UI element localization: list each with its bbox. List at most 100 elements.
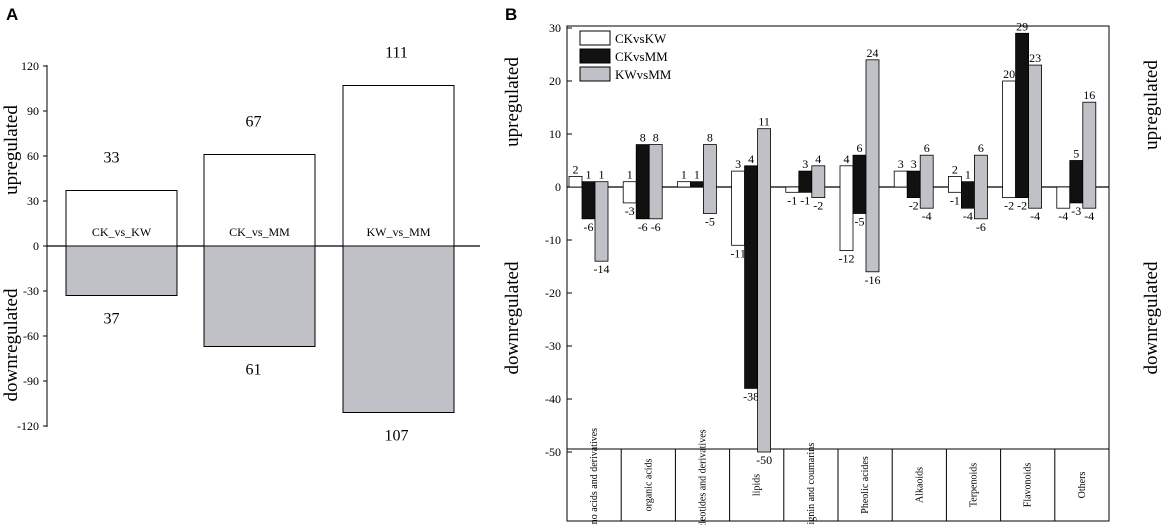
- chart-b-bar-ckvskw: [1056, 186, 1071, 209]
- chart-b-down-label: -2: [909, 199, 919, 213]
- chart-a-down-count: 61: [246, 362, 262, 379]
- chart-b-bar-ckvsmm: [798, 170, 813, 193]
- chart-b-up-label: 1: [586, 168, 592, 182]
- chart-b-down-label: -50: [756, 453, 772, 467]
- chart-b-up-label: 4: [815, 152, 821, 166]
- chart-a-ytick-label: 90: [27, 104, 39, 118]
- chart-b-up-label: 3: [898, 157, 904, 171]
- chart-b-up-label: 5: [1073, 147, 1079, 161]
- chart-b-category-label: Pheolic acides: [860, 456, 871, 514]
- chart-b-category-label: Others: [1077, 472, 1088, 499]
- chart-b-up-label: 1: [681, 168, 687, 182]
- chart-b-bar-ckvskw: [568, 175, 583, 188]
- chart-b-bar-kwvsmm: [811, 165, 826, 199]
- chart-a-ytick-label: -90: [23, 374, 39, 388]
- chart-b-ylabel-right-down: downregulated: [1141, 261, 1162, 374]
- chart-b-category-label: lignin and coumarins: [806, 443, 817, 525]
- chart-a-ytick-label: -120: [17, 419, 39, 433]
- chart-b-up-label: 1: [694, 168, 700, 182]
- chart-a-bar-down: [203, 245, 316, 347]
- chart-b-category-label: organic acids: [643, 458, 654, 511]
- chart-b-down-label: -2: [1017, 199, 1027, 213]
- chart-b-bar-ckvskw: [839, 165, 854, 252]
- chart-b-up-label: 4: [748, 152, 754, 166]
- chart-b-down-label: -38: [743, 389, 759, 403]
- chart-b-ylabel-left-up: upregulated: [502, 57, 523, 147]
- chart-b-bar-ckvsmm: [744, 165, 758, 389]
- chart-b-bar-kwvsmm: [703, 144, 717, 214]
- chart-b-up-label: 29: [1016, 19, 1028, 33]
- chart-a: 120 90 60 30 0 -30 -60 -90 -120 CK_vs_KW 33 37 CK_v…: [1, 45, 480, 445]
- chart-b-down-label: -1: [787, 193, 797, 207]
- chart-a-up-count: 111: [385, 45, 408, 62]
- chart-b-down-label: -4: [1084, 209, 1094, 223]
- chart-b-category-label: Flavonoids: [1023, 463, 1034, 508]
- chart-b-bar-ckvskw: [731, 170, 745, 246]
- chart-b-up-label: 1: [627, 168, 633, 182]
- chart-a-bar-up: [65, 190, 178, 247]
- chart-b-legend-swatch: [579, 48, 611, 64]
- chart-b-bar-ckvsmm: [852, 154, 867, 214]
- chart-b-down-label: -1: [800, 193, 810, 207]
- chart-a-up-count: 33: [104, 150, 120, 167]
- chart-b-up-label: 3: [735, 157, 741, 171]
- chart-b-up-label: 8: [640, 131, 646, 145]
- chart-b-up-label: 20: [1003, 67, 1015, 81]
- chart-b-category-label: Terpenoids: [969, 463, 980, 507]
- chart-a-down-count: 107: [385, 428, 409, 445]
- chart-b-down-label: -6: [638, 220, 648, 234]
- chart-b-down-label: -3: [1071, 204, 1081, 218]
- chart-b-up-label: 23: [1029, 51, 1041, 65]
- chart-a-ytick-label: -30: [23, 284, 39, 298]
- chart-b-bar-ckvskw: [893, 170, 908, 188]
- chart-b-category-label: Amino acids and derivatives: [589, 428, 600, 525]
- chart-b-up-label: 16: [1083, 88, 1095, 102]
- panel-a-letter: A: [6, 5, 18, 24]
- chart-b-bar-kwvsmm: [648, 144, 663, 220]
- chart-b-bar-ckvsmm: [690, 181, 704, 188]
- chart-b-down-label: -1: [950, 193, 960, 207]
- chart-b-bar-kwvsmm: [919, 154, 934, 209]
- chart-b-down-label: -5: [855, 215, 865, 229]
- chart-b-bar-ckvsmm: [961, 181, 975, 209]
- chart-b-down-label: -6: [584, 220, 594, 234]
- chart-b-up-label: 2: [573, 162, 579, 176]
- chart-b-bar-ckvsmm: [906, 170, 921, 199]
- chart-a-ytick-label: 60: [27, 149, 39, 163]
- chart-b-up-label: 1: [599, 168, 605, 182]
- chart-b-up-label: 8: [707, 131, 713, 145]
- chart-b-up-label: 1: [965, 168, 971, 182]
- chart-b-bar-kwvsmm: [865, 59, 880, 273]
- chart-a-category-label: KW_vs_MM: [366, 225, 430, 239]
- chart-b-bar-kwvsmm: [1028, 64, 1042, 209]
- chart-a-ylabel-down: downregulated: [1, 288, 22, 401]
- chart-b-down-label: -12: [839, 252, 855, 266]
- chart-b-bar-ckvsmm: [1015, 32, 1029, 199]
- chart-b-legend-label: CKvsKW: [615, 31, 667, 46]
- chart-b-down-label: -4: [1058, 209, 1068, 223]
- chart-a-ytick-label: 0: [33, 239, 39, 253]
- chart-b-up-label: 11: [758, 115, 770, 129]
- chart-b-ytick-label: 10: [549, 127, 561, 141]
- chart-b-down-label: -14: [594, 262, 610, 276]
- chart-b-ylabel-right-up: upregulated: [1141, 60, 1162, 150]
- chart-b-legend-swatch: [579, 30, 611, 46]
- chart-b-down-label: -2: [813, 199, 823, 213]
- chart-b-down-label: -16: [865, 273, 881, 287]
- chart-b-ytick-label: -40: [545, 392, 561, 406]
- chart-b-bar-ckvskw: [677, 181, 691, 188]
- chart-b-down-label: -5: [705, 215, 715, 229]
- chart-a-bar-down: [342, 245, 455, 413]
- chart-b-down-label: -6: [976, 220, 986, 234]
- chart-b-bar-kwvsmm: [1082, 101, 1097, 209]
- chart-b-down-label: -3: [625, 204, 635, 218]
- chart-b-bar-ckvskw: [622, 181, 637, 204]
- chart-b-legend-label: CKvsMM: [615, 49, 668, 64]
- chart-b-ytick-label: 20: [549, 74, 561, 88]
- chart-b-up-label: 6: [978, 141, 984, 155]
- chart-b-category-label: lipids: [752, 474, 763, 496]
- chart-b-bar-ckvsmm: [1069, 160, 1084, 204]
- chart-b-legend-swatch: [579, 66, 611, 82]
- chart-b-category-label: Nucleotides and derivatives: [698, 429, 709, 525]
